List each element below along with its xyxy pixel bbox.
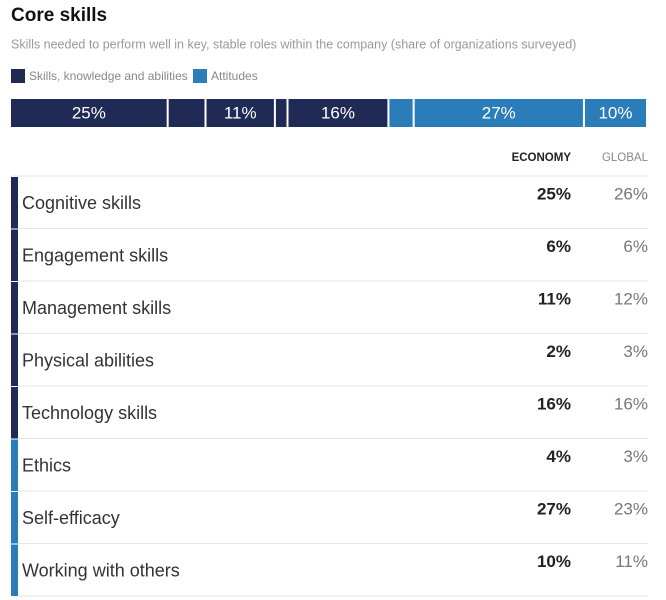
global-value: 12% (614, 289, 648, 308)
economy-value: 6% (546, 237, 571, 256)
legend-label: Skills, knowledge and abilities (29, 69, 188, 83)
bar-label: 27% (482, 103, 516, 122)
bar-segment (288, 99, 388, 127)
bar-segment (414, 99, 583, 127)
global-value: 3% (623, 447, 648, 466)
bar-label: 11% (224, 103, 257, 122)
bar-segment (168, 99, 205, 127)
group-indicator (11, 492, 18, 544)
group-indicator (11, 439, 18, 491)
group-indicator (11, 282, 18, 334)
row-label: Management skills (22, 298, 171, 318)
economy-value: 25% (537, 184, 571, 203)
global-value: 23% (614, 499, 648, 518)
row-label: Working with others (22, 560, 180, 580)
row-label: Self-efficacy (22, 508, 120, 528)
row-label: Technology skills (22, 403, 157, 423)
row-label: Cognitive skills (22, 193, 141, 213)
row-label: Engagement skills (22, 245, 168, 265)
subtitle: Skills needed to perform well in key, st… (11, 37, 576, 51)
bar-segment (389, 99, 413, 127)
bar-label: 25% (72, 103, 106, 122)
economy-value: 10% (537, 552, 571, 571)
global-value: 26% (614, 184, 648, 203)
group-indicator (11, 177, 18, 229)
group-indicator (11, 334, 18, 386)
group-indicator (11, 229, 18, 281)
economy-value: 16% (537, 394, 571, 413)
global-value: 16% (614, 394, 648, 413)
group-indicator (11, 387, 18, 439)
bar-segment (206, 99, 274, 127)
global-value: 6% (623, 237, 648, 256)
legend-label: Attitudes (211, 69, 258, 83)
bar-label: 10% (598, 103, 632, 122)
row-label: Physical abilities (22, 350, 154, 370)
global-value: 3% (623, 342, 648, 361)
column-header: ECONOMY (512, 152, 572, 164)
legend-swatch (193, 69, 207, 83)
bar-segment (11, 99, 167, 127)
economy-value: 11% (538, 289, 571, 308)
bar-label: 16% (321, 103, 355, 122)
row-label: Ethics (22, 455, 71, 475)
bar-segment (275, 99, 287, 127)
column-header: GLOBAL (602, 152, 649, 164)
group-indicator (11, 544, 18, 596)
economy-value: 2% (546, 342, 571, 361)
economy-value: 27% (537, 499, 571, 518)
legend-swatch (11, 69, 25, 83)
title: Core skills (11, 5, 107, 26)
economy-value: 4% (546, 447, 571, 466)
bar-segment (584, 99, 646, 127)
global-value: 11% (615, 552, 648, 571)
